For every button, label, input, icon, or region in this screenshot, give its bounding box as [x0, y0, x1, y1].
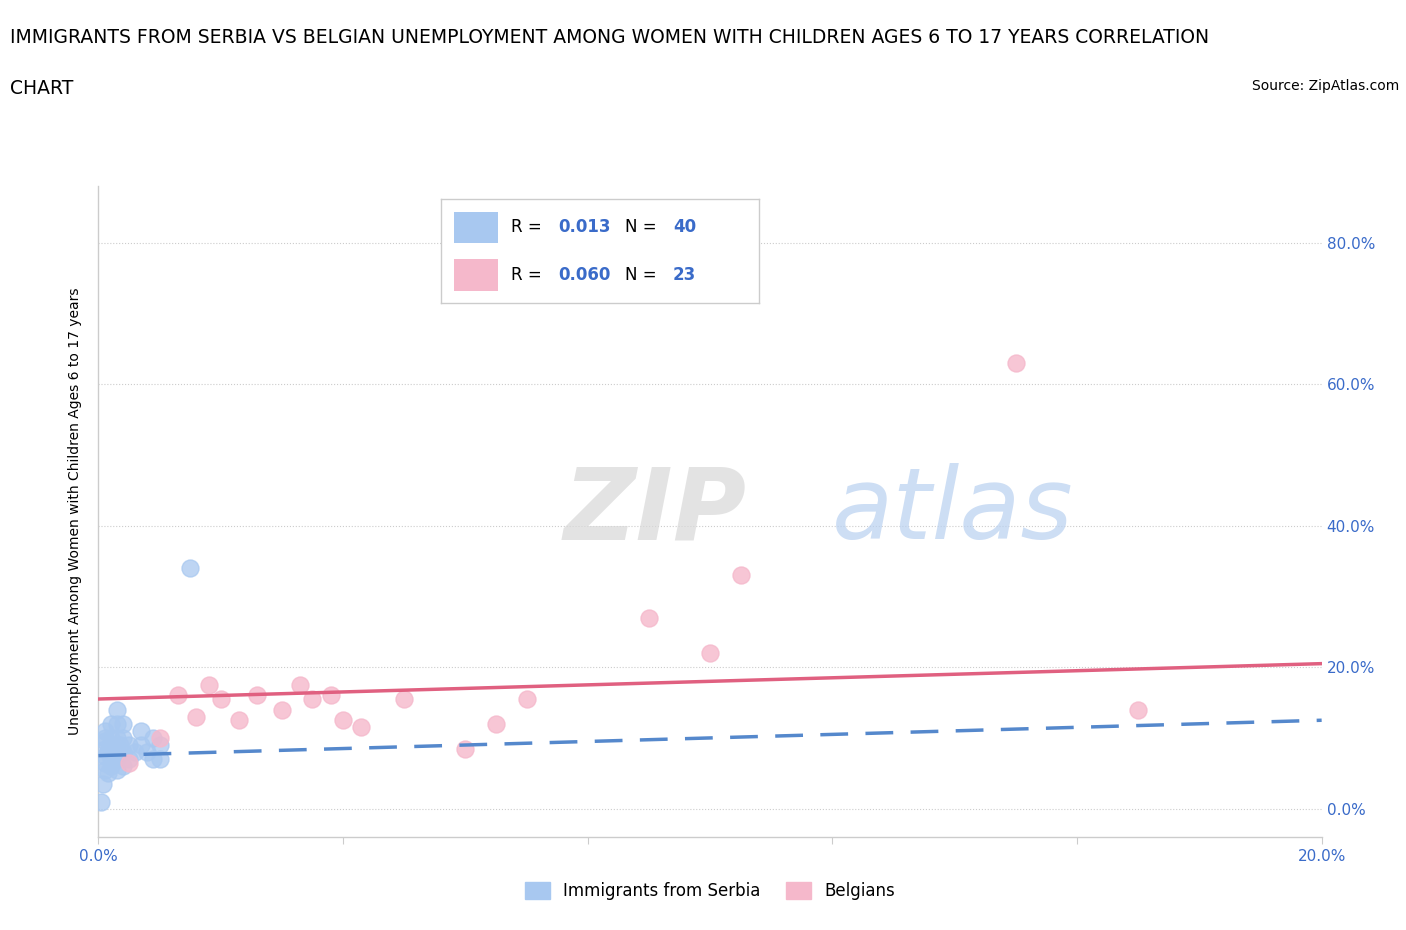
- Point: [142, 751, 165, 766]
- Point: [105, 751, 128, 766]
- Point: [93, 730, 115, 745]
- Point: [105, 716, 128, 731]
- Point: [149, 737, 172, 752]
- Point: [246, 688, 269, 703]
- Text: atlas: atlas: [832, 463, 1074, 560]
- Point: [124, 745, 146, 760]
- Point: [149, 751, 172, 766]
- Point: [142, 730, 165, 745]
- Point: [1128, 702, 1150, 717]
- Point: [105, 745, 128, 760]
- Point: [197, 677, 219, 692]
- Point: [167, 688, 190, 703]
- Point: [129, 737, 152, 752]
- Point: [100, 730, 122, 745]
- Text: Source: ZipAtlas.com: Source: ZipAtlas.com: [1251, 79, 1399, 93]
- Legend: Immigrants from Serbia, Belgians: Immigrants from Serbia, Belgians: [512, 869, 908, 913]
- Point: [290, 677, 312, 692]
- Point: [129, 724, 152, 738]
- Point: [90, 794, 112, 809]
- Point: [93, 724, 115, 738]
- Point: [93, 741, 115, 756]
- Point: [97, 766, 120, 781]
- Text: IMMIGRANTS FROM SERBIA VS BELGIAN UNEMPLOYMENT AMONG WOMEN WITH CHILDREN AGES 6 : IMMIGRANTS FROM SERBIA VS BELGIAN UNEMPL…: [10, 28, 1209, 46]
- Point: [228, 712, 250, 727]
- Y-axis label: Unemployment Among Women with Children Ages 6 to 17 years: Unemployment Among Women with Children A…: [69, 287, 83, 736]
- Point: [100, 751, 122, 766]
- Point: [516, 692, 538, 707]
- Point: [454, 741, 477, 756]
- Point: [100, 745, 122, 760]
- Point: [186, 710, 208, 724]
- Point: [332, 712, 354, 727]
- Point: [730, 567, 752, 582]
- Point: [100, 716, 122, 731]
- Text: ZIP: ZIP: [564, 463, 747, 560]
- Point: [118, 755, 141, 770]
- Point: [319, 688, 342, 703]
- Point: [103, 751, 125, 766]
- Point: [270, 702, 292, 717]
- Point: [637, 610, 661, 625]
- Point: [93, 763, 115, 777]
- Point: [111, 745, 134, 760]
- Point: [392, 692, 416, 707]
- Point: [111, 716, 134, 731]
- Point: [111, 730, 134, 745]
- Point: [209, 692, 232, 707]
- Point: [149, 730, 172, 745]
- Point: [91, 777, 114, 791]
- Point: [118, 751, 141, 766]
- Point: [136, 745, 159, 760]
- Point: [97, 745, 120, 760]
- Point: [1004, 355, 1026, 370]
- Point: [100, 737, 122, 752]
- Point: [100, 759, 122, 774]
- Point: [105, 730, 128, 745]
- Point: [485, 716, 508, 731]
- Text: CHART: CHART: [10, 79, 73, 98]
- Point: [93, 755, 115, 770]
- Point: [179, 561, 201, 576]
- Point: [699, 645, 721, 660]
- Point: [301, 692, 323, 707]
- Point: [350, 720, 373, 735]
- Point: [93, 748, 115, 763]
- Point: [111, 759, 134, 774]
- Point: [93, 734, 115, 749]
- Point: [108, 737, 131, 752]
- Point: [105, 763, 128, 777]
- Point: [105, 702, 128, 717]
- Point: [118, 737, 141, 752]
